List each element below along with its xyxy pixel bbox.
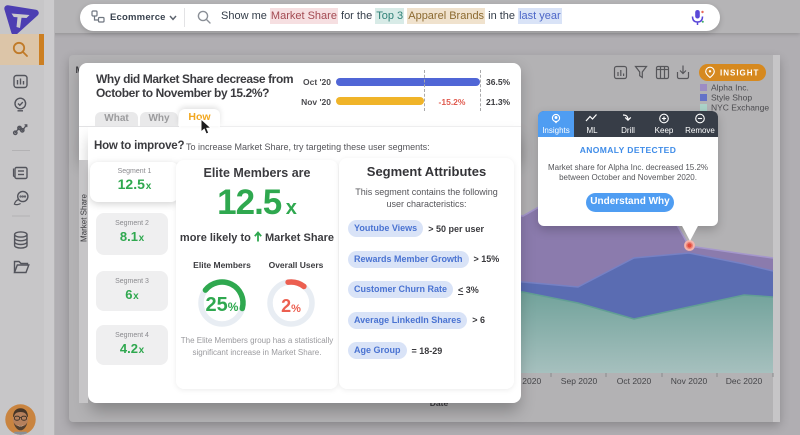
svg-text:Dec 2020: Dec 2020: [726, 376, 763, 386]
svg-text:INSIGHT: INSIGHT: [720, 69, 759, 78]
svg-text:Sep 2020: Sep 2020: [561, 376, 598, 386]
svg-text:Style Shop: Style Shop: [711, 93, 752, 103]
svg-text:Aug 2020: Aug 2020: [505, 376, 542, 386]
svg-text:NYC Exchange: NYC Exchange: [711, 103, 769, 113]
svg-text:Date: Date: [430, 398, 449, 408]
svg-text:Nov 2020: Nov 2020: [671, 376, 708, 386]
svg-text:Oct 2020: Oct 2020: [617, 376, 652, 386]
svg-text:Alpha Inc.: Alpha Inc.: [711, 83, 749, 93]
